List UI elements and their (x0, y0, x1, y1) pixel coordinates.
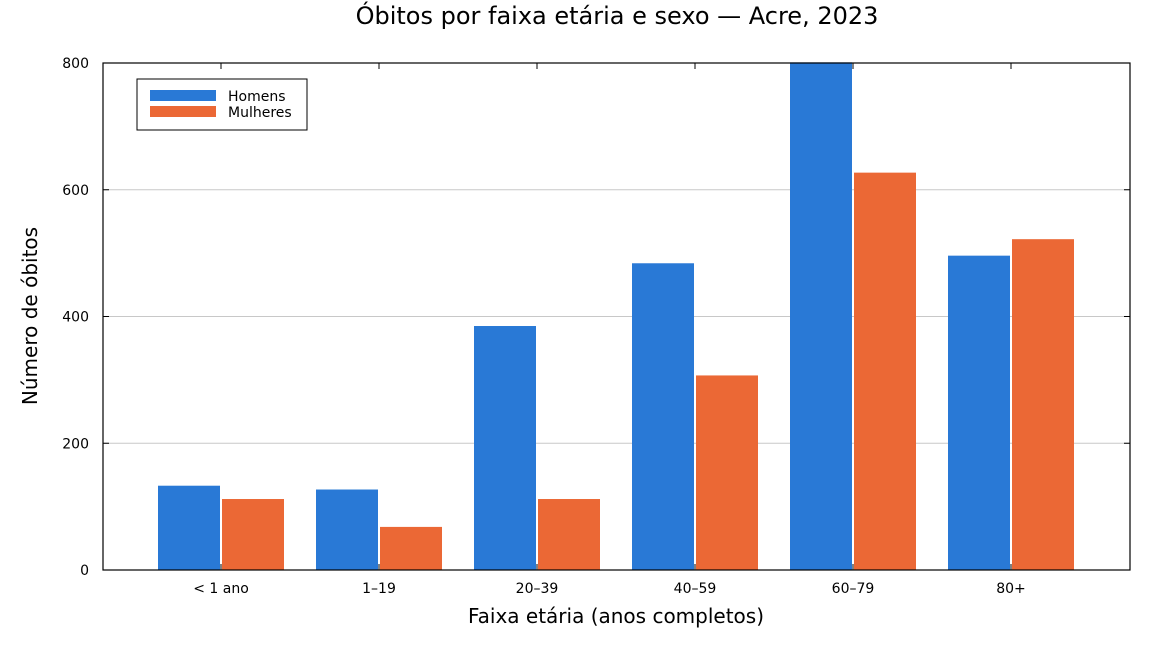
bar-mulheres-3 (696, 375, 758, 570)
y-tick-label: 200 (62, 436, 89, 452)
y-axis-title: Número de óbitos (18, 227, 42, 405)
legend-label-mulheres: Mulheres (228, 105, 292, 121)
bar-homens-3 (632, 263, 694, 570)
x-tick-label: 80+ (996, 581, 1026, 597)
x-tick-label: 20–39 (516, 581, 559, 597)
x-tick-labels: < 1 ano 1–19 20–39 40–59 60–79 80+ (193, 581, 1026, 597)
x-axis-title: Faixa etária (anos completos) (468, 604, 764, 628)
bar-homens-4 (790, 62, 852, 571)
bar-mulheres-5 (1012, 239, 1074, 570)
y-tick-labels: 0 200 400 600 800 (62, 56, 89, 579)
bar-homens-0 (158, 485, 220, 570)
legend-swatch-homens (150, 90, 216, 101)
y-tick-label: 600 (62, 183, 89, 199)
axis-ticks (103, 62, 1130, 571)
legend-swatch-mulheres (150, 106, 216, 117)
y-tick-label: 800 (62, 56, 89, 72)
legend-label-homens: Homens (228, 89, 286, 105)
x-tick-label: 60–79 (832, 581, 875, 597)
bar-homens-2 (474, 326, 536, 570)
x-tick-label: 40–59 (674, 581, 717, 597)
legend-box (136, 78, 308, 131)
y-tick-label: 400 (62, 310, 89, 326)
x-tick-label: 1–19 (362, 581, 396, 597)
bar-mulheres-0 (222, 499, 284, 570)
bar-mulheres-4 (854, 172, 916, 571)
y-tick-label: 0 (80, 563, 89, 579)
x-tick-label: < 1 ano (193, 581, 249, 597)
bar-mulheres-2 (538, 499, 600, 570)
bars (158, 62, 1074, 571)
bar-homens-5 (948, 255, 1010, 570)
bar-mulheres-1 (380, 526, 442, 570)
bar-homens-1 (316, 489, 378, 570)
chart-title: Óbitos por faixa etária e sexo — Acre, 2… (356, 0, 879, 30)
